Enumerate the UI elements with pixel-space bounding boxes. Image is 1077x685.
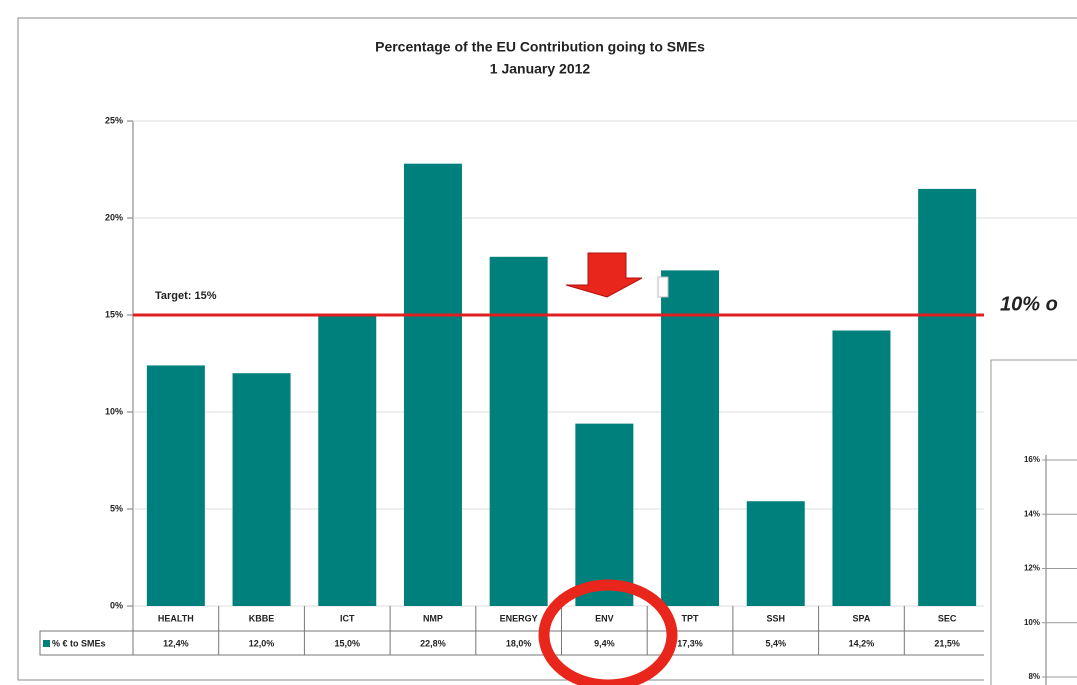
inset-frame — [990, 359, 1077, 685]
data-label: 22,8% — [420, 638, 446, 648]
bar — [918, 188, 977, 606]
inset-y-tick-label: 10% — [1024, 618, 1040, 627]
inset-y-tick-label: 14% — [1024, 509, 1040, 518]
y-tick-label: 25% — [105, 115, 123, 125]
y-tick-label: 0% — [110, 600, 123, 610]
bar — [403, 163, 462, 606]
arrow-annotation — [565, 252, 643, 298]
x-tick-label: ICT — [340, 613, 355, 623]
target-label: Target: 15% — [155, 290, 217, 302]
legend-label: % € to SMEs — [52, 638, 106, 648]
x-tick-label: TPT — [682, 613, 700, 623]
x-tick-label: SSH — [766, 613, 785, 623]
y-tick-label: 20% — [105, 212, 123, 222]
legend-swatch — [43, 640, 50, 647]
x-tick-label: KBBE — [249, 613, 275, 623]
bar — [832, 330, 891, 606]
arrow-notch — [657, 276, 669, 298]
bar — [575, 423, 634, 606]
inset-y-tick-label: 16% — [1024, 455, 1040, 464]
x-tick-label: NMP — [423, 613, 443, 623]
x-tick-label: HEALTH — [158, 613, 194, 623]
bar — [318, 315, 377, 606]
table-value-row — [39, 630, 991, 656]
data-label: 9,4% — [594, 638, 615, 648]
data-label: 17,3% — [677, 638, 703, 648]
bar — [661, 270, 720, 606]
x-tick-label: SPA — [853, 613, 871, 623]
chart-title: Percentage of the EU Contribution going … — [375, 39, 705, 55]
y-tick-label: 5% — [110, 503, 123, 513]
y-tick-label: 15% — [105, 309, 123, 319]
data-label: 14,2% — [849, 638, 875, 648]
inset-title: 10% o — [1000, 293, 1058, 315]
inset-y-tick-label: 8% — [1028, 672, 1040, 681]
bar — [146, 365, 205, 606]
data-label: 12,4% — [163, 638, 189, 648]
bar — [489, 256, 548, 606]
x-tick-label: SEC — [938, 613, 957, 623]
data-label: 15,0% — [334, 638, 360, 648]
data-label: 21,5% — [934, 638, 960, 648]
data-label: 12,0% — [249, 638, 275, 648]
inset-y-tick-label: 12% — [1024, 564, 1040, 573]
x-tick-label: ENERGY — [500, 613, 538, 623]
circle-annotation — [538, 579, 678, 685]
bar — [746, 501, 805, 606]
chart-subtitle: 1 January 2012 — [490, 61, 591, 77]
y-tick-label: 10% — [105, 406, 123, 416]
data-label: 5,4% — [765, 638, 786, 648]
x-tick-label: ENV — [595, 613, 614, 623]
data-label: 18,0% — [506, 638, 532, 648]
bar — [232, 373, 291, 606]
